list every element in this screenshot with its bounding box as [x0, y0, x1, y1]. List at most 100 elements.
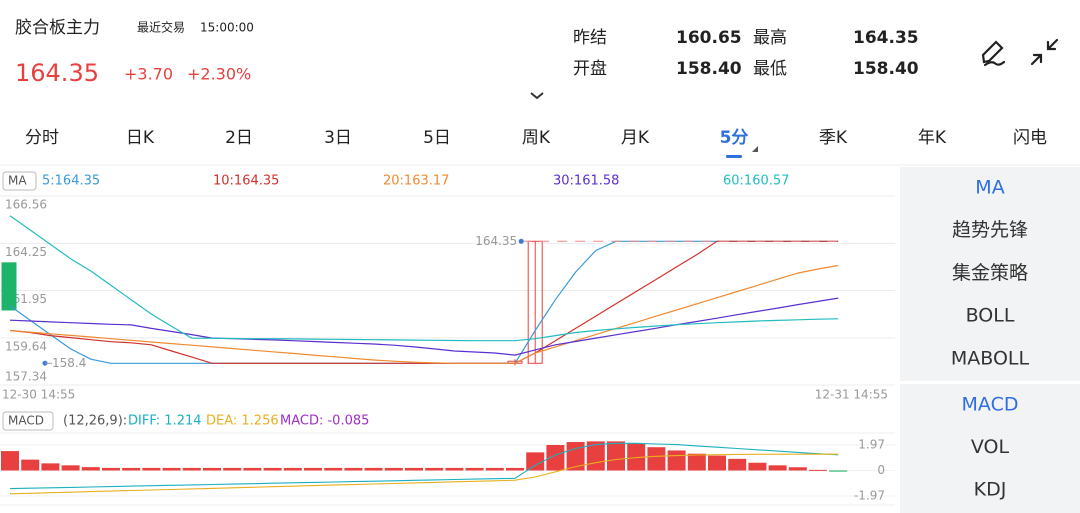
- macd-bar: [687, 453, 706, 471]
- tab[interactable]: 月K: [621, 128, 650, 148]
- y-tick-label: 164.25: [5, 245, 47, 259]
- legend-entry: MACD: -0.085: [280, 414, 369, 429]
- max-label: 164.35: [475, 234, 517, 248]
- ma-line: [9, 297, 839, 356]
- macd-bar: [61, 465, 80, 471]
- x-tick-label: 12-31 14:55: [815, 388, 888, 402]
- macd-bar: [607, 441, 625, 471]
- macd-bar: [263, 467, 282, 471]
- trade-time: 15:00:00: [200, 21, 254, 35]
- macd-bar: [283, 467, 302, 471]
- stat-value: 160.65: [676, 28, 742, 48]
- macd-bar: [465, 467, 484, 471]
- macd-bar: [203, 467, 221, 471]
- stat-label: 最低: [753, 59, 787, 79]
- legend-entry: 5:164.35: [42, 174, 100, 189]
- legend-entry: 60:160.57: [723, 174, 789, 189]
- macd-bar: [102, 467, 120, 471]
- candle-body: [527, 240, 543, 364]
- side-panel: [900, 167, 1080, 513]
- side-item[interactable]: 集金策略: [952, 262, 1028, 284]
- stat-label: 昨结: [573, 28, 607, 48]
- macd-bar: [142, 467, 161, 471]
- macd-bar: [829, 470, 848, 472]
- tab[interactable]: 5分: [720, 128, 749, 148]
- ma-line: [9, 215, 839, 342]
- ma-line: [9, 240, 839, 364]
- params: (12,26,9):: [63, 414, 127, 429]
- min-label: 158.4: [52, 356, 86, 370]
- stat-label: 最高: [753, 28, 787, 48]
- macd-bar: [566, 442, 585, 471]
- stat-value: 158.40: [676, 59, 742, 79]
- tab-caret: [752, 146, 758, 152]
- side-item[interactable]: MABOLL: [951, 347, 1030, 369]
- legend-box: [2, 411, 54, 431]
- legend-box: [2, 171, 37, 191]
- macd-bar: [809, 469, 827, 471]
- change-pct: +2.30%: [187, 65, 251, 84]
- macd-bar: [425, 467, 444, 471]
- y-tick-label: 157.34: [5, 370, 47, 384]
- macd-bar: [384, 467, 403, 471]
- legend-entry: 20:163.17: [383, 174, 449, 189]
- macd-bar: [627, 443, 646, 471]
- macd-bar: [485, 467, 504, 471]
- macd-bar: [122, 467, 141, 471]
- macd-bar: [223, 467, 242, 471]
- tab[interactable]: 2日: [225, 128, 253, 148]
- macd-bar: [162, 467, 181, 471]
- tab[interactable]: 日K: [126, 128, 155, 148]
- macd-bar: [405, 467, 423, 471]
- macd-line: [9, 453, 839, 495]
- macd-bar: [526, 452, 545, 471]
- macd-bar: [81, 467, 100, 471]
- price: 164.35: [15, 59, 99, 87]
- macd-bar: [768, 465, 787, 471]
- stat-value: 158.40: [853, 59, 919, 79]
- macd-bar: [546, 445, 565, 471]
- side-item[interactable]: BOLL: [966, 305, 1015, 327]
- macd-bar: [647, 447, 666, 471]
- side-item[interactable]: MACD: [962, 394, 1019, 416]
- macd-bar: [41, 463, 60, 471]
- side-separator: [900, 381, 1080, 384]
- side-item[interactable]: 趋势先锋: [952, 219, 1028, 241]
- macd-bar: [344, 467, 363, 471]
- tab-indicator: [726, 155, 742, 158]
- macd-bar: [21, 459, 40, 471]
- legend-title: MACD: [8, 414, 44, 428]
- macd-bar: [445, 467, 464, 471]
- side-item[interactable]: MA: [975, 177, 1004, 199]
- tab[interactable]: 5日: [423, 128, 451, 148]
- trade-label: 最近交易: [137, 20, 185, 35]
- tab[interactable]: 分时: [25, 128, 59, 148]
- legend-entry: DEA: 1.256: [206, 414, 279, 429]
- legend-entry: 10:164.35: [213, 174, 279, 189]
- collapse-icon[interactable]: [1030, 38, 1059, 66]
- legend-title: MA: [8, 174, 27, 188]
- macd-bar: [243, 467, 262, 471]
- side-item[interactable]: VOL: [971, 436, 1010, 458]
- tab[interactable]: 季K: [819, 128, 848, 148]
- tab[interactable]: 闪电: [1013, 128, 1047, 148]
- stat-label: 开盘: [573, 59, 607, 79]
- macd-bar: [182, 467, 201, 471]
- macd-bar: [667, 450, 686, 471]
- tab[interactable]: 3日: [324, 128, 352, 148]
- edit-icon[interactable]: [981, 40, 1006, 67]
- tab[interactable]: 年K: [918, 128, 947, 148]
- y-tick-label: 166.56: [5, 198, 47, 212]
- macd-bar: [728, 458, 747, 471]
- macd-bar: [788, 467, 807, 471]
- y-tick-label: 159.64: [5, 339, 47, 353]
- macd-bar: [1, 451, 19, 471]
- macd-bar: [324, 467, 343, 471]
- y-tick-label: -1.97: [854, 489, 885, 503]
- expand-chevron[interactable]: [530, 92, 544, 100]
- change: +3.70: [124, 65, 173, 84]
- macd-bar: [748, 462, 767, 471]
- tab[interactable]: 周K: [522, 128, 551, 148]
- side-item[interactable]: KDJ: [974, 479, 1007, 501]
